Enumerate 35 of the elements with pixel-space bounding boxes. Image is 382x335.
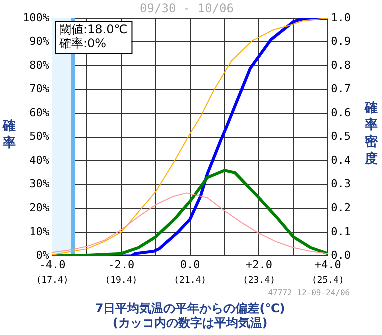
chart-title: 09/30 - 10/06 — [140, 1, 234, 16]
y2-tick-label: 0.3 — [331, 178, 352, 191]
y-tick-label: 90% — [30, 35, 50, 48]
y-axis-title: 確率 — [2, 118, 17, 152]
x-tick-label: +4.0 — [314, 258, 342, 272]
y2-tick-label: 0.9 — [331, 35, 352, 48]
x-tick-label: +2.0 — [246, 258, 272, 272]
y-tick-label: 30% — [30, 178, 50, 191]
y2-tick-label: 0.4 — [331, 154, 352, 167]
y2-tick-label: 0.5 — [331, 130, 352, 144]
x2-tick-label: (23.4) — [242, 276, 276, 286]
y2-axis-title: 確率密度 — [364, 100, 379, 168]
y-tick-label: 10% — [30, 225, 50, 238]
x2-tick-label: (21.4) — [174, 276, 207, 286]
y2-tick-label: 1.0 — [331, 11, 352, 24]
y2-tick-label: 0.2 — [331, 202, 352, 214]
x2-tick-label: (19.4) — [105, 276, 138, 286]
text: 47772 12-09-24/06 — [268, 288, 350, 298]
y2-tick-label: 0.8 — [331, 58, 352, 72]
annotation: 閾値:18.0℃ 確率:0% — [58, 22, 128, 51]
y2-tick-label: 0.1 — [331, 225, 352, 238]
y2-tick-label: 0.7 — [331, 82, 352, 96]
x-axis-title: 7日平均気温の平年からの偏差(℃) (カッコ内の数字は平均気温) — [95, 302, 286, 330]
y-tick-label: 80% — [30, 58, 50, 72]
x-tick-label: 0.0 — [180, 258, 200, 272]
y-tick-label: 60% — [30, 106, 50, 120]
y-tick-label: 20% — [30, 202, 50, 214]
y-tick-label: 40% — [30, 154, 50, 167]
y2-tick-label: 0.6 — [331, 106, 352, 120]
y-tick-label: 50% — [30, 130, 50, 144]
y-tick-label: 100% — [22, 11, 50, 24]
x-tick-label: -2.0 — [108, 258, 135, 272]
y-tick-label: 70% — [30, 82, 50, 96]
x2-tick-label: (25.4) — [312, 276, 344, 286]
x2-tick-label: (17.4) — [36, 276, 69, 286]
